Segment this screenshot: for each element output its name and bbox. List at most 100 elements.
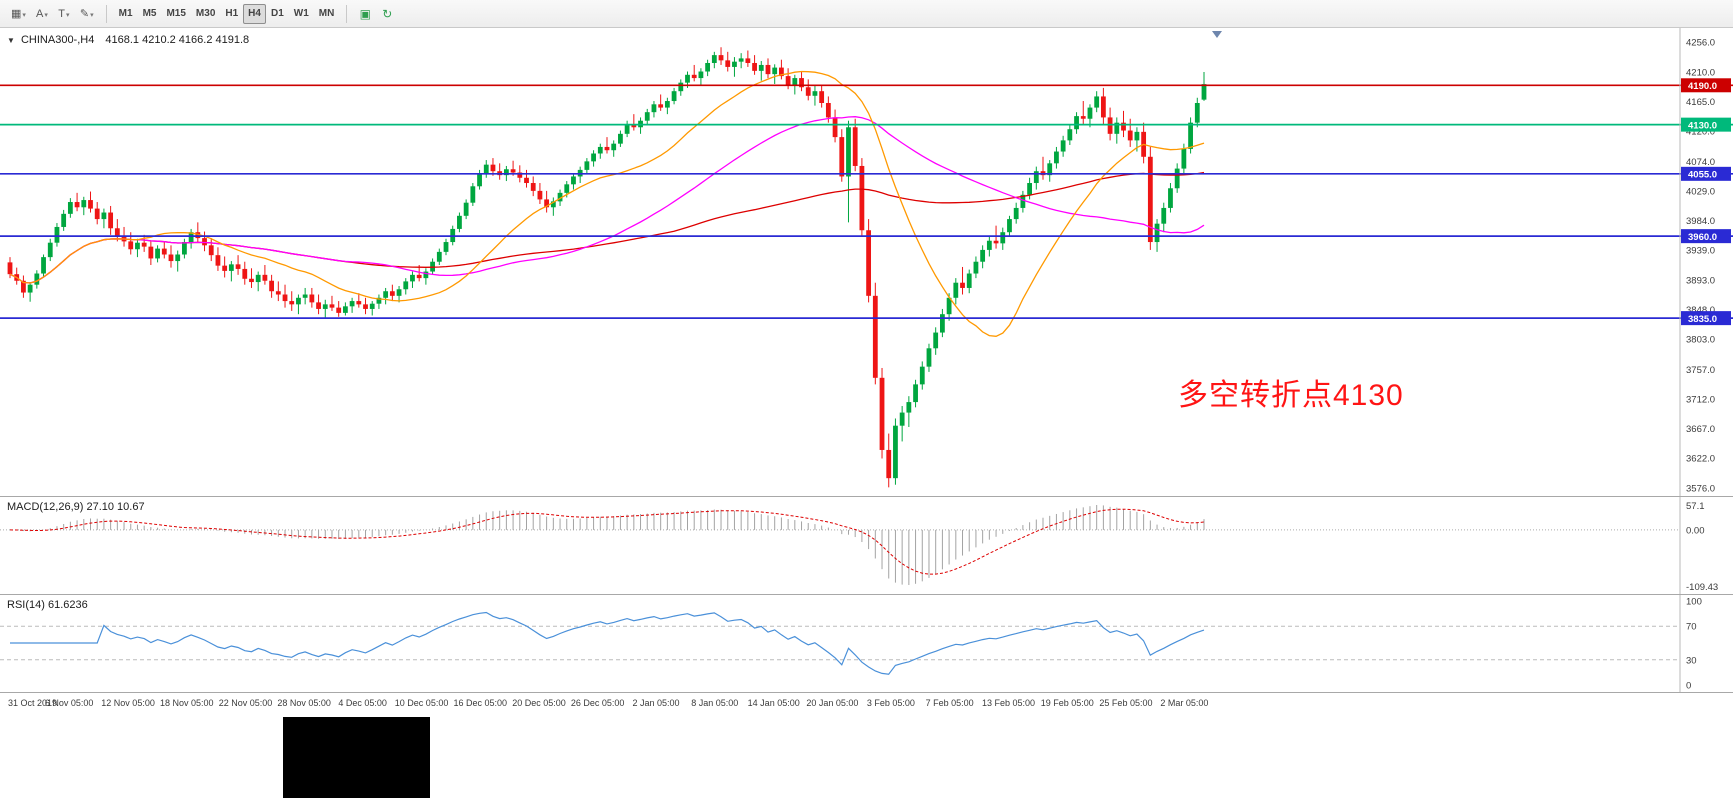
tile-windows-icon: ▣ (359, 6, 371, 21)
x-axis-label: 28 Nov 05:00 (277, 698, 331, 708)
candle-body (524, 177, 529, 184)
hline-price-tag (1681, 166, 1731, 181)
timeframe-m30-button[interactable]: M30 (191, 4, 220, 24)
candle-body (758, 64, 764, 71)
candle-body (624, 123, 630, 134)
x-axis-label: 18 Nov 05:00 (159, 698, 214, 708)
x-axis-label: 14 Jan 05:00 (747, 698, 800, 708)
x-axis-label: 10 Dec 05:00 (394, 698, 449, 708)
candle-body (356, 301, 362, 305)
main-chart-panel: ▼ CHINA300-,H4 4168.1 4210.2 4166.2 4191… (0, 28, 1733, 496)
candle-body (1033, 171, 1039, 184)
timeframe-h1-button[interactable]: H1 (220, 4, 243, 24)
macd-canvas[interactable]: 57.1 0.00 -109.43 (0, 497, 1733, 594)
timeframe-m5-button[interactable]: M5 (138, 4, 162, 24)
candle-body (725, 60, 731, 67)
candle-body (1161, 207, 1167, 224)
candle-body (61, 213, 67, 227)
candle-body (1127, 130, 1133, 141)
candle-body (1154, 223, 1160, 243)
candle-body (664, 101, 670, 108)
candle-body (893, 425, 898, 479)
timeframe-mn-button[interactable]: MN (314, 4, 340, 24)
candle-body (738, 58, 744, 62)
x-axis-label: 20 Dec 05:00 (512, 698, 566, 708)
rsi-canvas[interactable]: 100 70 30 0 (0, 595, 1733, 692)
y-tick-label: 3712.0 (1686, 394, 1715, 405)
timeframe-w1-button[interactable]: W1 (289, 4, 314, 24)
candle-body (1174, 168, 1180, 189)
candle-body (1047, 163, 1053, 176)
tile-windows-button[interactable]: ▣ (354, 4, 376, 24)
candle-body (919, 366, 925, 385)
candle-body (805, 87, 811, 96)
y-tick-label: 4120.0 (1686, 127, 1715, 138)
candle-body (1054, 151, 1059, 164)
text-tool-button[interactable]: A▾ (31, 4, 53, 24)
refresh-button[interactable]: ↻ (376, 4, 398, 24)
chart-title: ▼ CHINA300-,H4 4168.1 4210.2 4166.2 4191… (7, 34, 249, 46)
candle-body (222, 265, 228, 271)
candle-body (1007, 219, 1012, 233)
candle-body (47, 242, 53, 258)
toolbar-separator (346, 4, 348, 23)
draw-tool-button[interactable]: ✎▾ (75, 3, 99, 23)
macd-label: MACD(12,26,9) 27.10 10.67 (7, 501, 145, 513)
macd-tick-label: -109.43 (1686, 582, 1718, 593)
symbol-timeframe-label: CHINA300-,H4 (20, 34, 95, 46)
candle-body (289, 301, 295, 305)
candle-body (993, 240, 999, 244)
refresh-icon: ↻ (382, 6, 393, 21)
hline-price-tag (1681, 229, 1731, 244)
chart-grid-tool-icon: ▦ (11, 7, 22, 20)
x-axis-label: 2 Mar 05:00 (1160, 698, 1209, 708)
timeframe-d1-button[interactable]: D1 (266, 4, 289, 24)
timeframe-m15-button[interactable]: M15 (161, 4, 190, 24)
y-tick-label: 3757.0 (1686, 365, 1715, 376)
x-axis-label: 26 Dec 05:00 (570, 698, 625, 708)
candle-body (54, 226, 60, 243)
candle-body (980, 249, 986, 262)
x-axis-label: 12 Nov 05:00 (101, 698, 155, 708)
draw-tool-icon: ✎ (79, 7, 90, 20)
candle-body (1168, 188, 1173, 208)
hline-price-tag (1681, 117, 1731, 132)
candle-body (389, 291, 395, 296)
candle-body (812, 91, 818, 96)
candle-body (457, 215, 462, 229)
candle-body (879, 377, 885, 450)
candle-body (242, 268, 248, 279)
candle-body (470, 186, 476, 203)
time-axis[interactable]: 31 Oct 2019 6 Nov 05:00 12 Nov 05:00 18 Nov… (0, 692, 1733, 714)
candle-body (671, 91, 677, 102)
x-axis-label: 19 Feb 05:00 (1040, 698, 1094, 708)
candle-body (41, 257, 46, 274)
candle-body (275, 291, 281, 295)
candle-body (309, 294, 315, 303)
window-tools-group: ▣ ↻ (354, 4, 398, 24)
chart-grid-tool-button[interactable]: ▦▾ (6, 3, 31, 23)
rsi-tick-label: 30 (1686, 655, 1697, 666)
chart-shift-marker-icon[interactable] (1212, 31, 1222, 38)
candle-body (1134, 131, 1140, 141)
timeframe-m1-button[interactable]: M1 (114, 4, 138, 24)
candle-body (490, 164, 496, 172)
candle-body (182, 242, 187, 255)
candle-body (825, 102, 831, 118)
rsi-panel: RSI(14) 61.6236 100 70 30 0 (0, 594, 1733, 692)
candle-body (765, 64, 771, 75)
candle-body (946, 297, 952, 315)
arrow-tool-button[interactable]: T▾ (53, 4, 75, 24)
candle-body (564, 184, 570, 193)
main-chart-canvas[interactable]: 4256.0 4210.0 4165.0 4120.0 4074.0 4029.0 3984… (0, 28, 1733, 496)
candle-body (772, 67, 778, 75)
candle-body (604, 146, 610, 151)
x-axis-label: 6 Nov 05:00 (44, 698, 94, 708)
candle-body (7, 262, 13, 275)
collapse-triangle-icon[interactable]: ▼ (7, 36, 15, 45)
candle-body (745, 58, 751, 63)
timeframe-h4-button[interactable]: H4 (243, 3, 266, 24)
candle-body (1107, 117, 1113, 134)
candle-body (1080, 116, 1086, 119)
candle-body (799, 78, 804, 88)
